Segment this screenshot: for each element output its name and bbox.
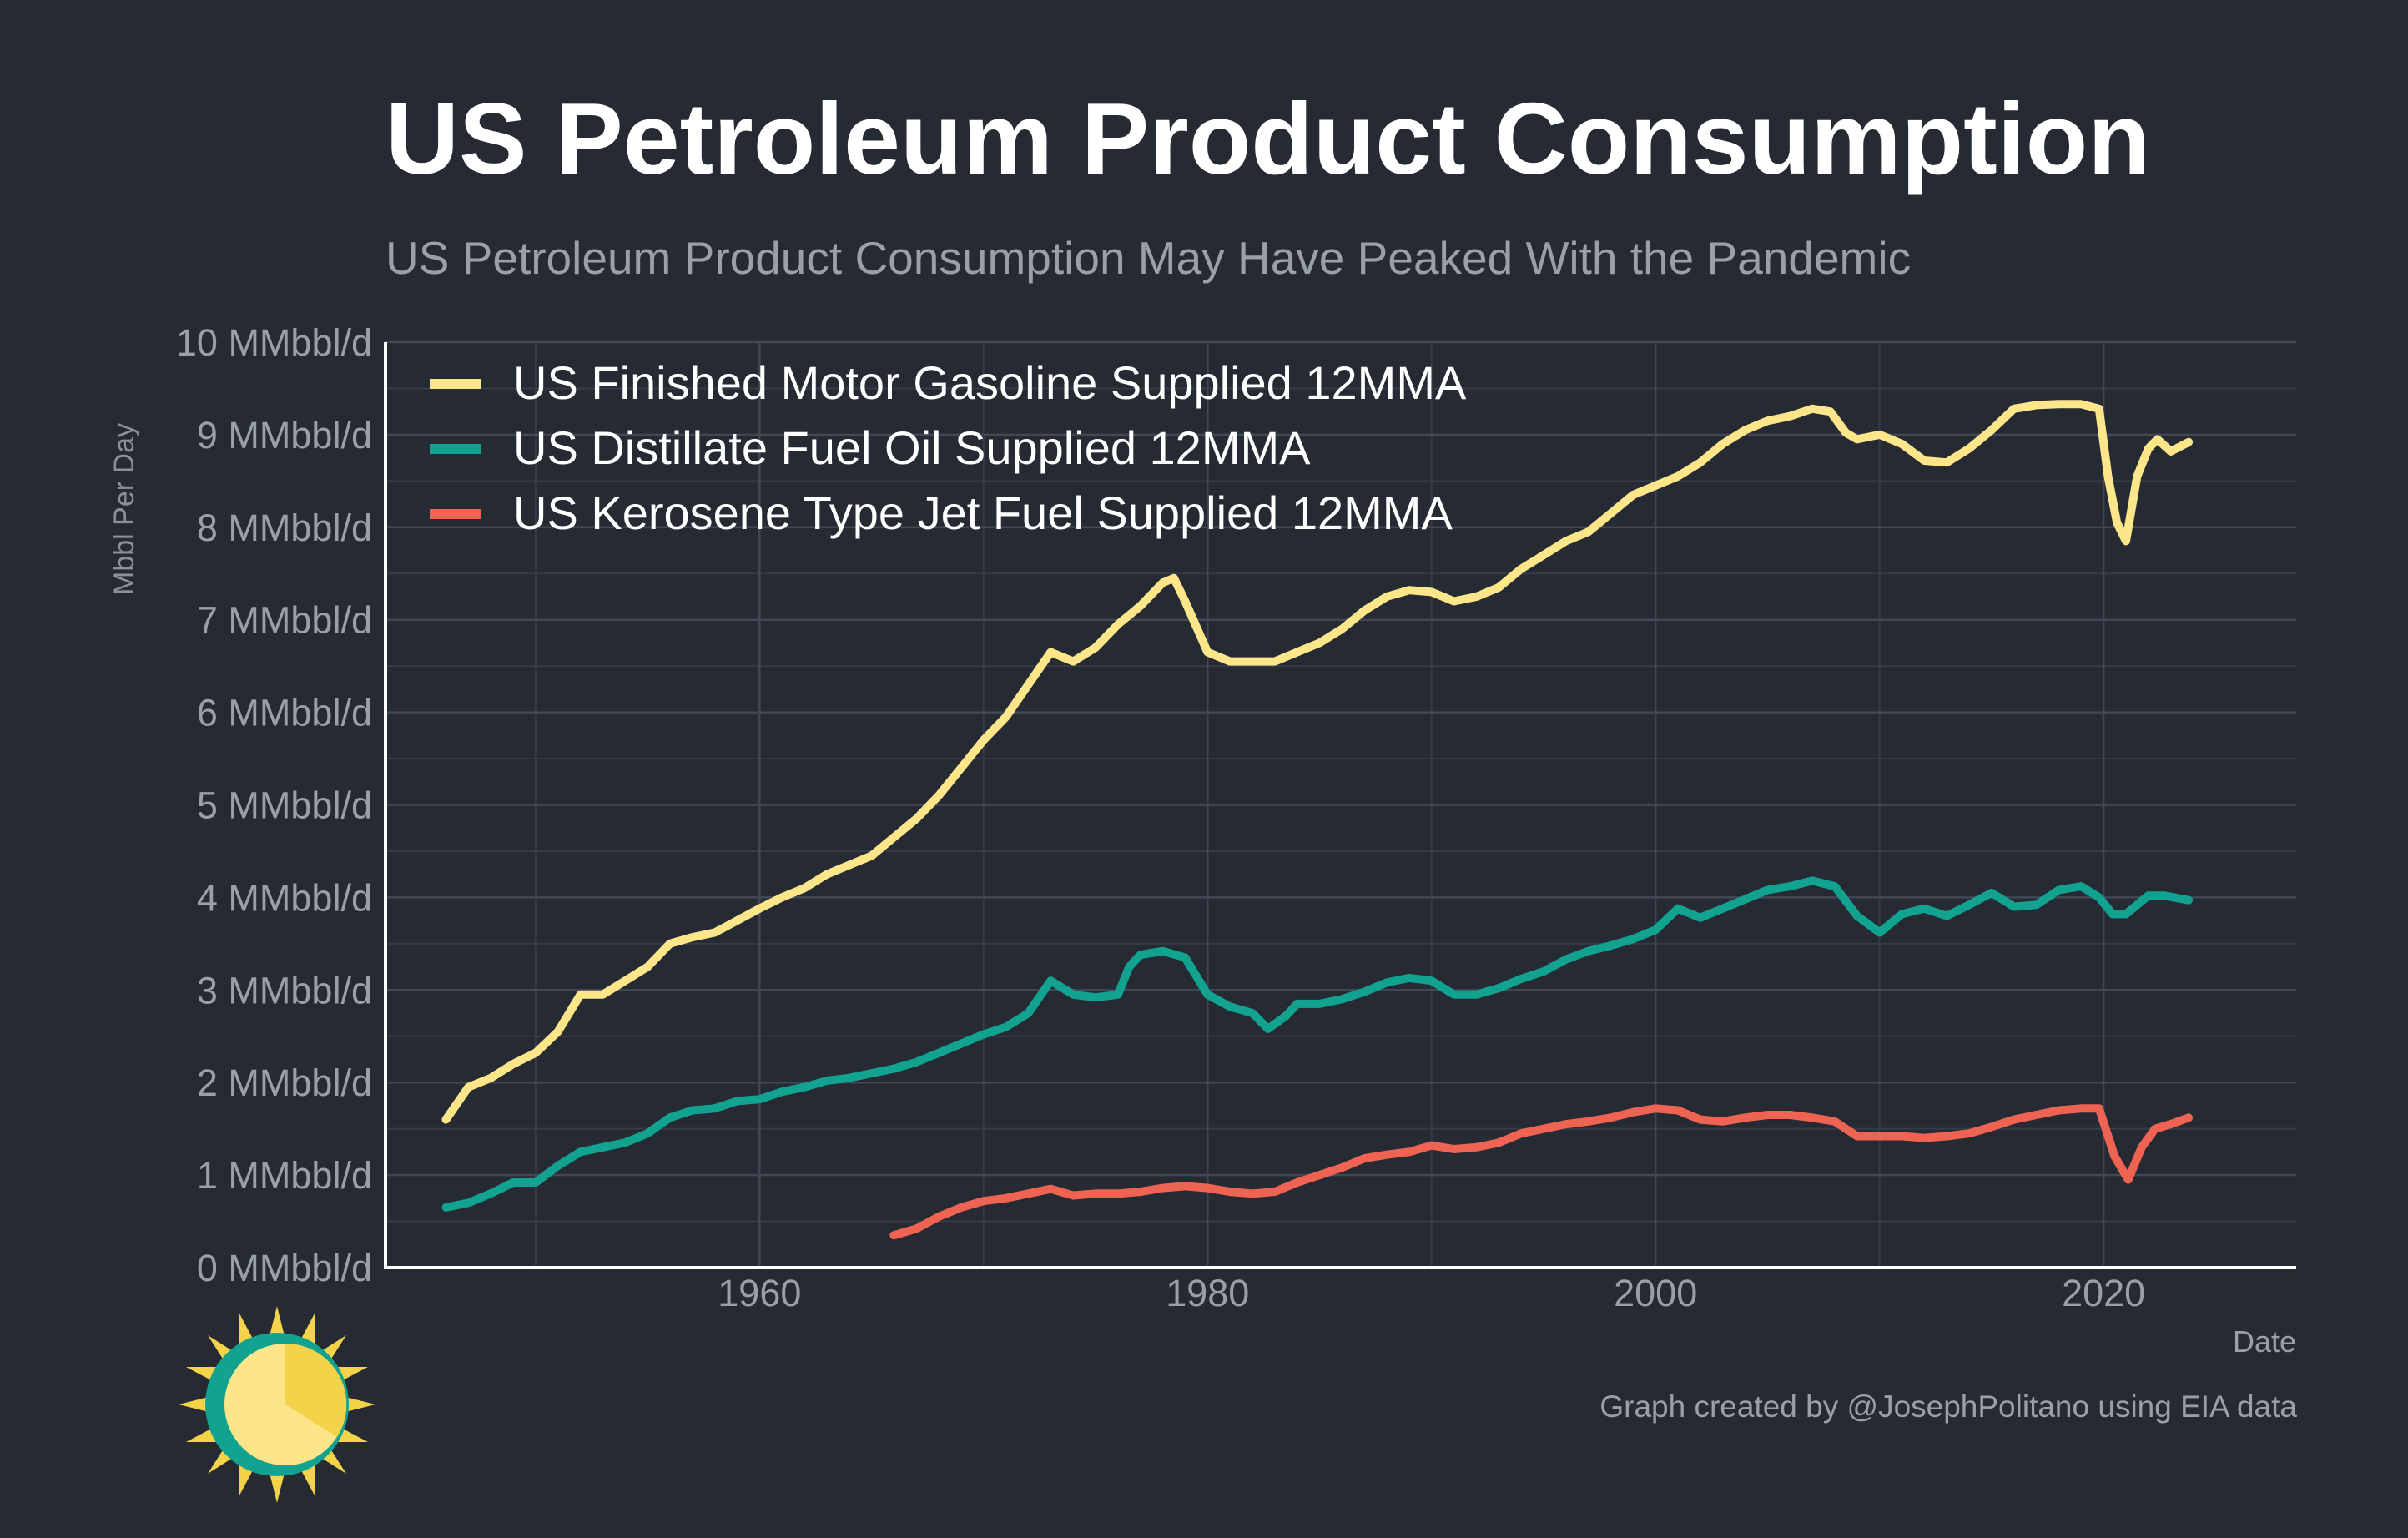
legend-label-2: US Distillate Fuel Oil Supplied 12MMA <box>513 421 1311 474</box>
legend-label-1: US Finished Motor Gasoline Supplied 12MM… <box>513 356 1467 409</box>
y-axis-label: Mbbl Per Day <box>108 423 140 595</box>
y-tick-label: 2 MMbbl/d <box>197 1061 372 1104</box>
y-tick-label: 3 MMbbl/d <box>197 969 372 1011</box>
sun-logo-icon <box>179 1306 375 1503</box>
legend-label-3: US Kerosene Type Jet Fuel Supplied 12MMA <box>513 487 1453 539</box>
series-line-2 <box>441 876 2194 1212</box>
x-axis-label: Date <box>2233 1324 2296 1359</box>
series-line-3 <box>889 1104 2194 1240</box>
x-tick-label: 1960 <box>718 1272 801 1314</box>
series-line-1 <box>441 400 2194 1124</box>
y-tick-label: 4 MMbbl/d <box>197 876 372 919</box>
chart-subtitle: US Petroleum Product Consumption May Hav… <box>385 232 1912 284</box>
y-tick-label: 10 MMbbl/d <box>176 321 372 364</box>
y-tick-label: 5 MMbbl/d <box>197 784 372 827</box>
y-tick-label: 1 MMbbl/d <box>197 1154 372 1197</box>
credit-note: Graph created by @JosephPolitano using E… <box>1599 1389 2297 1424</box>
x-tick-label: 2000 <box>1614 1272 1697 1314</box>
x-tick-label: 2020 <box>2062 1272 2145 1314</box>
y-tick-label: 9 MMbbl/d <box>197 414 372 456</box>
chart-title: US Petroleum Product Consumption <box>385 82 2150 195</box>
x-tick-label: 1980 <box>1166 1272 1249 1314</box>
y-tick-label: 6 MMbbl/d <box>197 692 372 734</box>
y-tick-label: 8 MMbbl/d <box>197 507 372 549</box>
y-tick-label: 0 MMbbl/d <box>197 1247 372 1289</box>
y-tick-label: 7 MMbbl/d <box>197 599 372 642</box>
